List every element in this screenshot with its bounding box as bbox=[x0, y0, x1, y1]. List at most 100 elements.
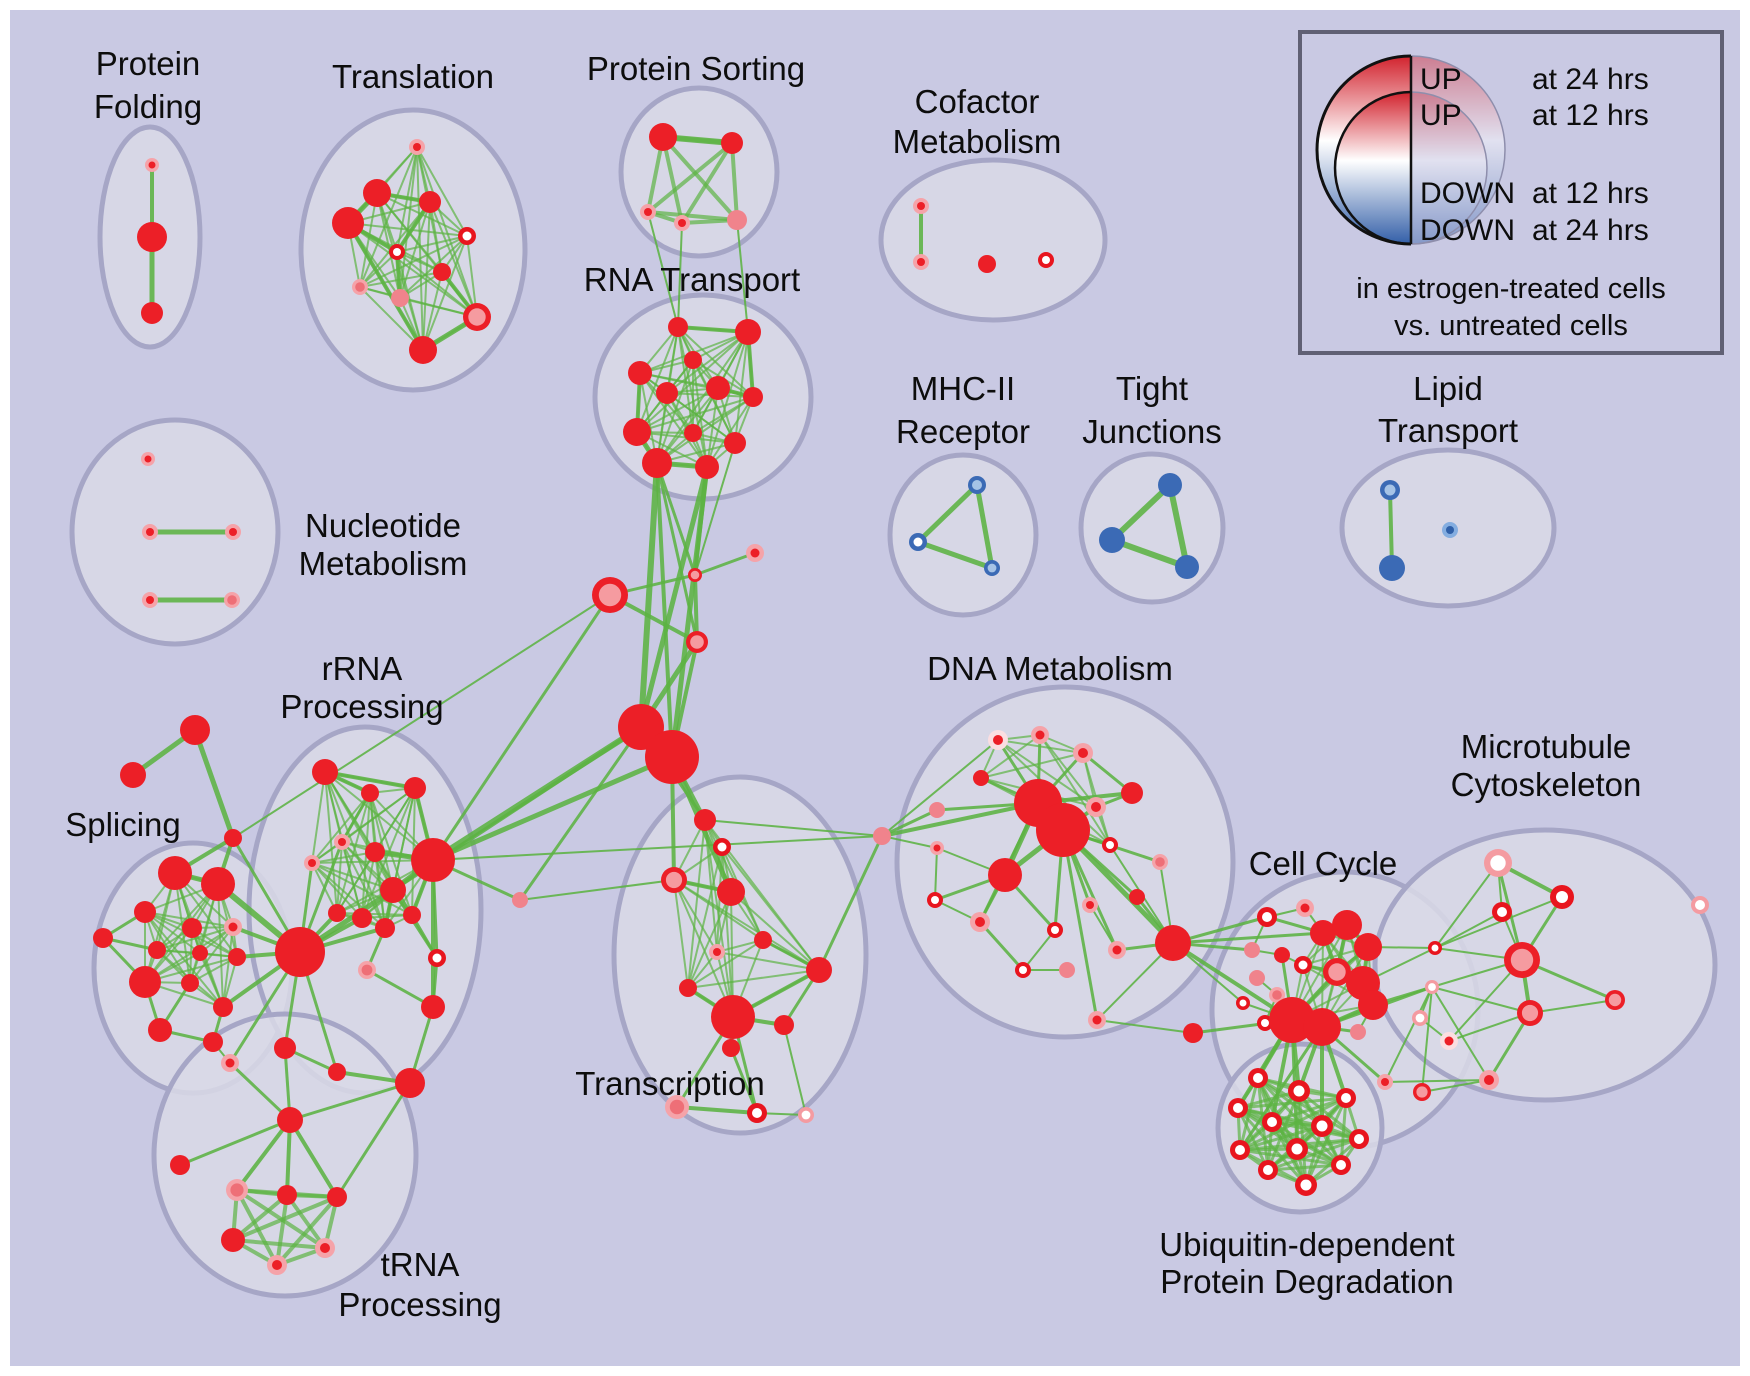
node bbox=[409, 336, 437, 364]
node bbox=[649, 123, 677, 151]
node-center bbox=[1042, 256, 1050, 264]
node-center bbox=[1155, 857, 1165, 867]
edge bbox=[716, 951, 820, 971]
edge bbox=[669, 464, 710, 760]
edge bbox=[980, 734, 1041, 779]
edge bbox=[399, 235, 468, 299]
node bbox=[988, 858, 1022, 892]
node bbox=[363, 179, 391, 207]
node-center bbox=[690, 635, 704, 649]
node bbox=[1183, 1023, 1203, 1043]
edge bbox=[311, 792, 371, 864]
node bbox=[1175, 555, 1199, 579]
node bbox=[512, 892, 528, 908]
node bbox=[929, 802, 945, 818]
node-center bbox=[987, 563, 997, 573]
node-center bbox=[272, 1260, 282, 1270]
node bbox=[1244, 942, 1260, 958]
node bbox=[623, 418, 651, 446]
node-center bbox=[1300, 903, 1310, 913]
edge bbox=[231, 1238, 327, 1250]
edge bbox=[335, 1081, 412, 1199]
cluster-label-splicing: Splicing bbox=[65, 806, 181, 843]
edge bbox=[359, 192, 378, 288]
node bbox=[679, 979, 697, 997]
edge bbox=[156, 926, 234, 951]
edge bbox=[285, 1193, 327, 1250]
node-center bbox=[144, 455, 152, 463]
node bbox=[1129, 889, 1145, 905]
edge bbox=[915, 482, 980, 545]
edge bbox=[359, 286, 424, 351]
node bbox=[395, 1068, 425, 1098]
node-center bbox=[468, 308, 486, 326]
node bbox=[978, 255, 996, 273]
node bbox=[1059, 962, 1075, 978]
cluster-label-protein-folding: Folding bbox=[94, 88, 202, 125]
node-center bbox=[933, 844, 941, 852]
node bbox=[1358, 990, 1388, 1020]
node bbox=[1303, 1008, 1341, 1046]
cluster-label-nucleotide-metabolism: Nucleotide bbox=[305, 507, 461, 544]
edge bbox=[687, 891, 732, 989]
node bbox=[192, 945, 208, 961]
node bbox=[743, 387, 763, 407]
edge bbox=[1384, 1079, 1490, 1083]
edge bbox=[1039, 734, 1097, 808]
node-center bbox=[752, 1108, 762, 1118]
edge bbox=[646, 141, 734, 214]
edge bbox=[1096, 942, 1174, 1021]
node bbox=[180, 715, 210, 745]
edge bbox=[636, 387, 719, 433]
edge bbox=[311, 771, 326, 864]
node-center bbox=[1078, 748, 1088, 758]
edge bbox=[336, 851, 376, 914]
node bbox=[774, 1015, 794, 1035]
edge bbox=[311, 862, 363, 919]
node-center bbox=[1316, 1120, 1328, 1132]
edge bbox=[661, 135, 739, 222]
node-center bbox=[230, 1183, 244, 1197]
cluster-label-dna-metabolism: DNA Metabolism bbox=[927, 650, 1173, 687]
node bbox=[1269, 997, 1315, 1043]
legend-time-label: at 12 hrs bbox=[1532, 177, 1649, 210]
node-center bbox=[338, 838, 346, 846]
edge bbox=[144, 911, 224, 1008]
node bbox=[1310, 920, 1336, 946]
node-center bbox=[1106, 841, 1114, 849]
node-center bbox=[1262, 912, 1272, 922]
node bbox=[433, 263, 451, 281]
node-center bbox=[1497, 907, 1507, 917]
node-center bbox=[972, 480, 982, 490]
edge bbox=[324, 771, 434, 861]
edge bbox=[638, 460, 660, 730]
node-center bbox=[1444, 1036, 1454, 1046]
edge bbox=[1431, 986, 1531, 1014]
cluster-ellipse-dna-metabolism bbox=[894, 684, 1236, 1040]
node-center bbox=[1695, 900, 1705, 910]
node bbox=[181, 974, 199, 992]
edge bbox=[232, 594, 611, 839]
node bbox=[365, 842, 385, 862]
edge bbox=[734, 331, 749, 444]
node bbox=[735, 319, 761, 345]
node bbox=[695, 455, 719, 479]
edge bbox=[144, 883, 219, 983]
node-center bbox=[1328, 963, 1346, 981]
node bbox=[1249, 970, 1265, 986]
edge bbox=[1384, 986, 1433, 1083]
node-center bbox=[1354, 1134, 1364, 1144]
node bbox=[642, 448, 672, 478]
legend-note-line: vs. untreated cells bbox=[1394, 310, 1628, 342]
cluster-ellipse-tight-junctions bbox=[1078, 451, 1226, 605]
edge bbox=[934, 847, 938, 901]
edge bbox=[336, 912, 413, 916]
edge bbox=[721, 846, 734, 1018]
node-center bbox=[931, 896, 939, 904]
edge bbox=[655, 461, 674, 759]
cluster-label-tight-junctions: Tight bbox=[1116, 370, 1188, 407]
edge bbox=[311, 851, 376, 864]
edge bbox=[1421, 1079, 1490, 1093]
node bbox=[1099, 527, 1125, 553]
cluster-label-cell-cycle: Cell Cycle bbox=[1249, 845, 1398, 882]
